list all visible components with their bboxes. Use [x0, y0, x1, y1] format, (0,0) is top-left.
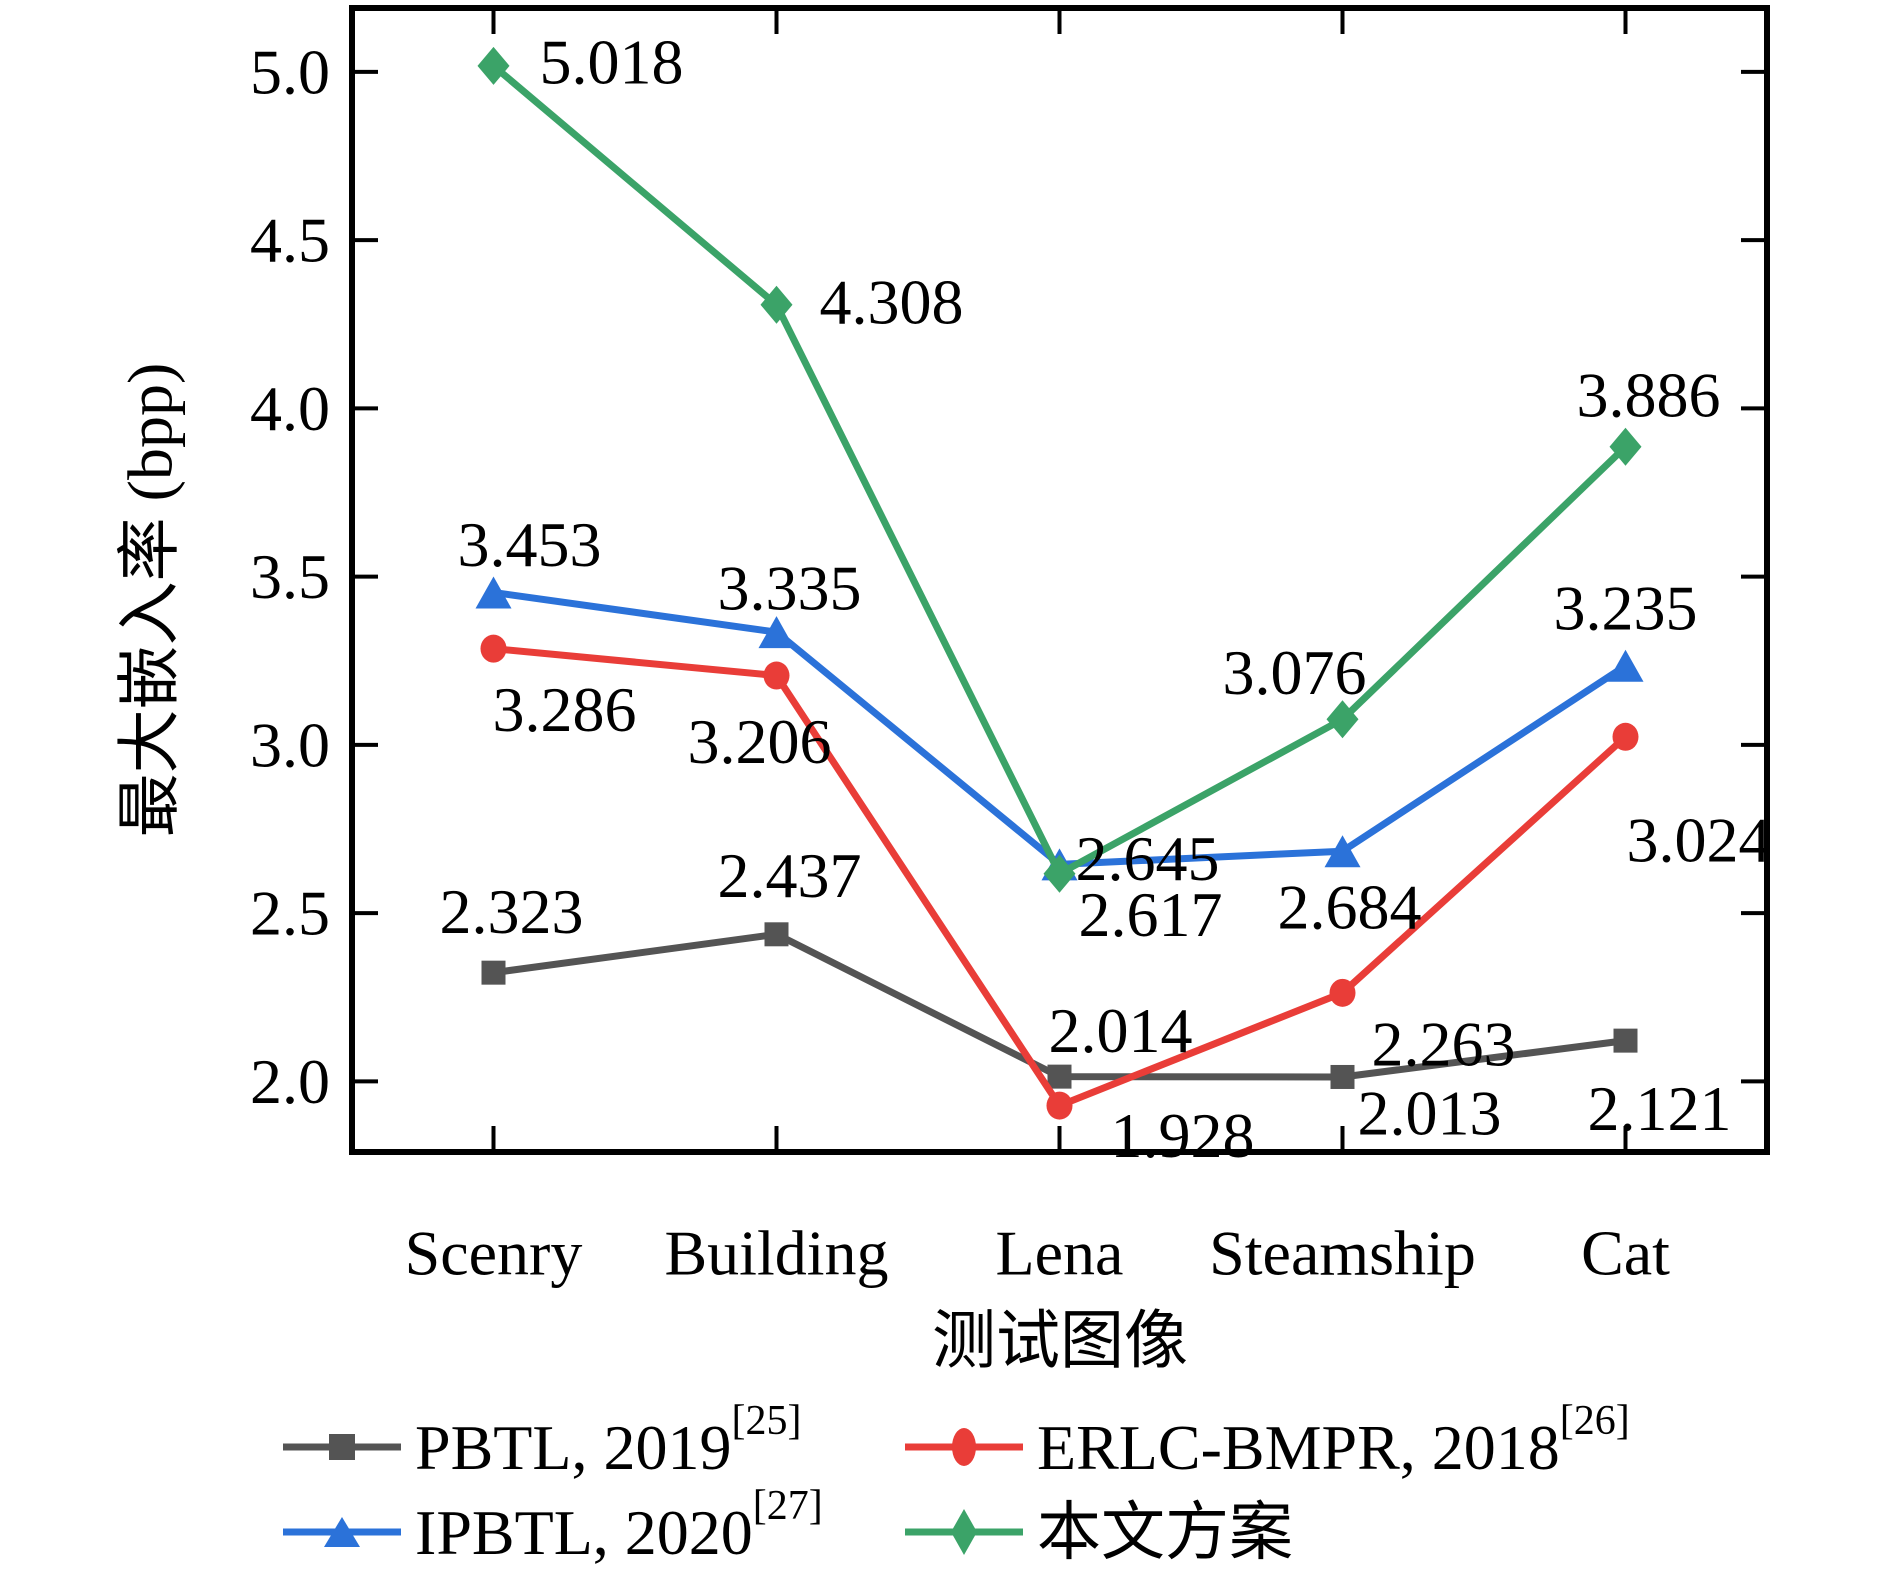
- series-triangle: [475, 576, 1644, 881]
- series-diamond: [477, 46, 1642, 893]
- y-tick-label: 2.0: [250, 1046, 330, 1117]
- data-value-label: 3.453: [458, 509, 602, 580]
- data-value-label: 2.014: [1049, 995, 1193, 1066]
- y-tick-label: 5.0: [250, 36, 330, 107]
- x-category-label: Lena: [996, 1218, 1124, 1289]
- square-marker: [1613, 1028, 1638, 1053]
- legend-label: 本文方案: [1037, 1497, 1293, 1568]
- series-circle: [480, 634, 1639, 1120]
- triangle-marker: [324, 1517, 360, 1547]
- data-value-label: 5.018: [540, 26, 684, 97]
- y-tick-label: 4.0: [250, 373, 330, 444]
- data-value-label: 3.024: [1627, 804, 1771, 875]
- y-axis-title: 最大嵌入率 (bpp): [115, 363, 186, 838]
- circle-marker: [1612, 722, 1639, 751]
- data-value-label: 3.206: [688, 706, 832, 777]
- circle-marker: [1329, 978, 1356, 1007]
- diamond-marker: [951, 1509, 977, 1555]
- square-marker: [1330, 1064, 1355, 1089]
- y-tick-label: 2.5: [250, 878, 330, 949]
- legend-label: ERLC-BMPR, 2018[26]: [1037, 1398, 1630, 1483]
- diamond-marker: [477, 46, 510, 85]
- series-line: [490, 588, 1629, 868]
- legend-item: 本文方案: [905, 1497, 1293, 1568]
- data-value-label: 3.235: [1554, 572, 1698, 643]
- diamond-marker: [1043, 854, 1076, 893]
- data-value-label: 2.263: [1372, 1008, 1516, 1079]
- series-square: [481, 922, 1638, 1089]
- square-marker: [1047, 1064, 1072, 1089]
- data-value-label: 1.928: [1111, 1100, 1255, 1171]
- legend: PBTL, 2019[25] ERLC-BMPR, 2018[26] IPBTL, …: [283, 1398, 1630, 1568]
- diamond-marker: [1326, 700, 1359, 739]
- triangle-marker: [758, 616, 795, 649]
- data-value-label: 3.335: [718, 553, 862, 624]
- legend-item: PBTL, 2019[25]: [283, 1398, 801, 1483]
- data-value-label: 2.121: [1588, 1073, 1732, 1144]
- plot-area: 2.0 2.5 3.0 3.5 4.0 4.5 5.0 Scenry Building Lena S…: [250, 5, 1771, 1289]
- data-value-label: 2.617: [1079, 879, 1223, 950]
- legend-label: PBTL, 2019[25]: [415, 1398, 801, 1483]
- legend-item: IPBTL, 2020[27]: [283, 1483, 823, 1568]
- data-value-label: 2.684: [1278, 872, 1422, 943]
- data-value-label: 3.886: [1577, 359, 1721, 430]
- data-value-label: 2.645: [1076, 823, 1220, 894]
- data-value-label: 2.323: [440, 876, 584, 947]
- y-tick-label: 3.0: [250, 709, 330, 780]
- legend-item: ERLC-BMPR, 2018[26]: [905, 1398, 1630, 1483]
- circle-marker: [763, 661, 790, 690]
- x-axis-title: 测试图像: [932, 1306, 1188, 1377]
- data-value-label: 3.076: [1223, 637, 1367, 708]
- square-marker: [481, 960, 506, 985]
- triangle-marker: [1324, 835, 1361, 868]
- data-value-label: 2.013: [1358, 1077, 1502, 1148]
- data-value-label: 2.437: [718, 840, 862, 911]
- circle-marker: [1046, 1091, 1073, 1120]
- data-value-label: 3.286: [493, 674, 637, 745]
- square-marker: [764, 922, 789, 947]
- x-category-label: Cat: [1581, 1218, 1670, 1289]
- data-value-label: 4.308: [820, 266, 964, 337]
- y-tick-label: 3.5: [250, 541, 330, 612]
- diamond-marker: [1609, 427, 1642, 466]
- triangle-marker: [475, 576, 512, 609]
- x-category-label: Steamship: [1209, 1218, 1476, 1289]
- legend-label: IPBTL, 2020[27]: [415, 1483, 823, 1568]
- x-category-label: Scenry: [405, 1218, 583, 1289]
- x-category-label: Building: [664, 1218, 888, 1289]
- triangle-marker: [1607, 649, 1644, 682]
- circle-marker: [952, 1428, 976, 1466]
- y-tick-label: 4.5: [250, 205, 330, 276]
- square-marker: [329, 1434, 355, 1460]
- series-line: [490, 62, 1629, 878]
- circle-marker: [480, 634, 507, 663]
- diamond-marker: [760, 285, 793, 324]
